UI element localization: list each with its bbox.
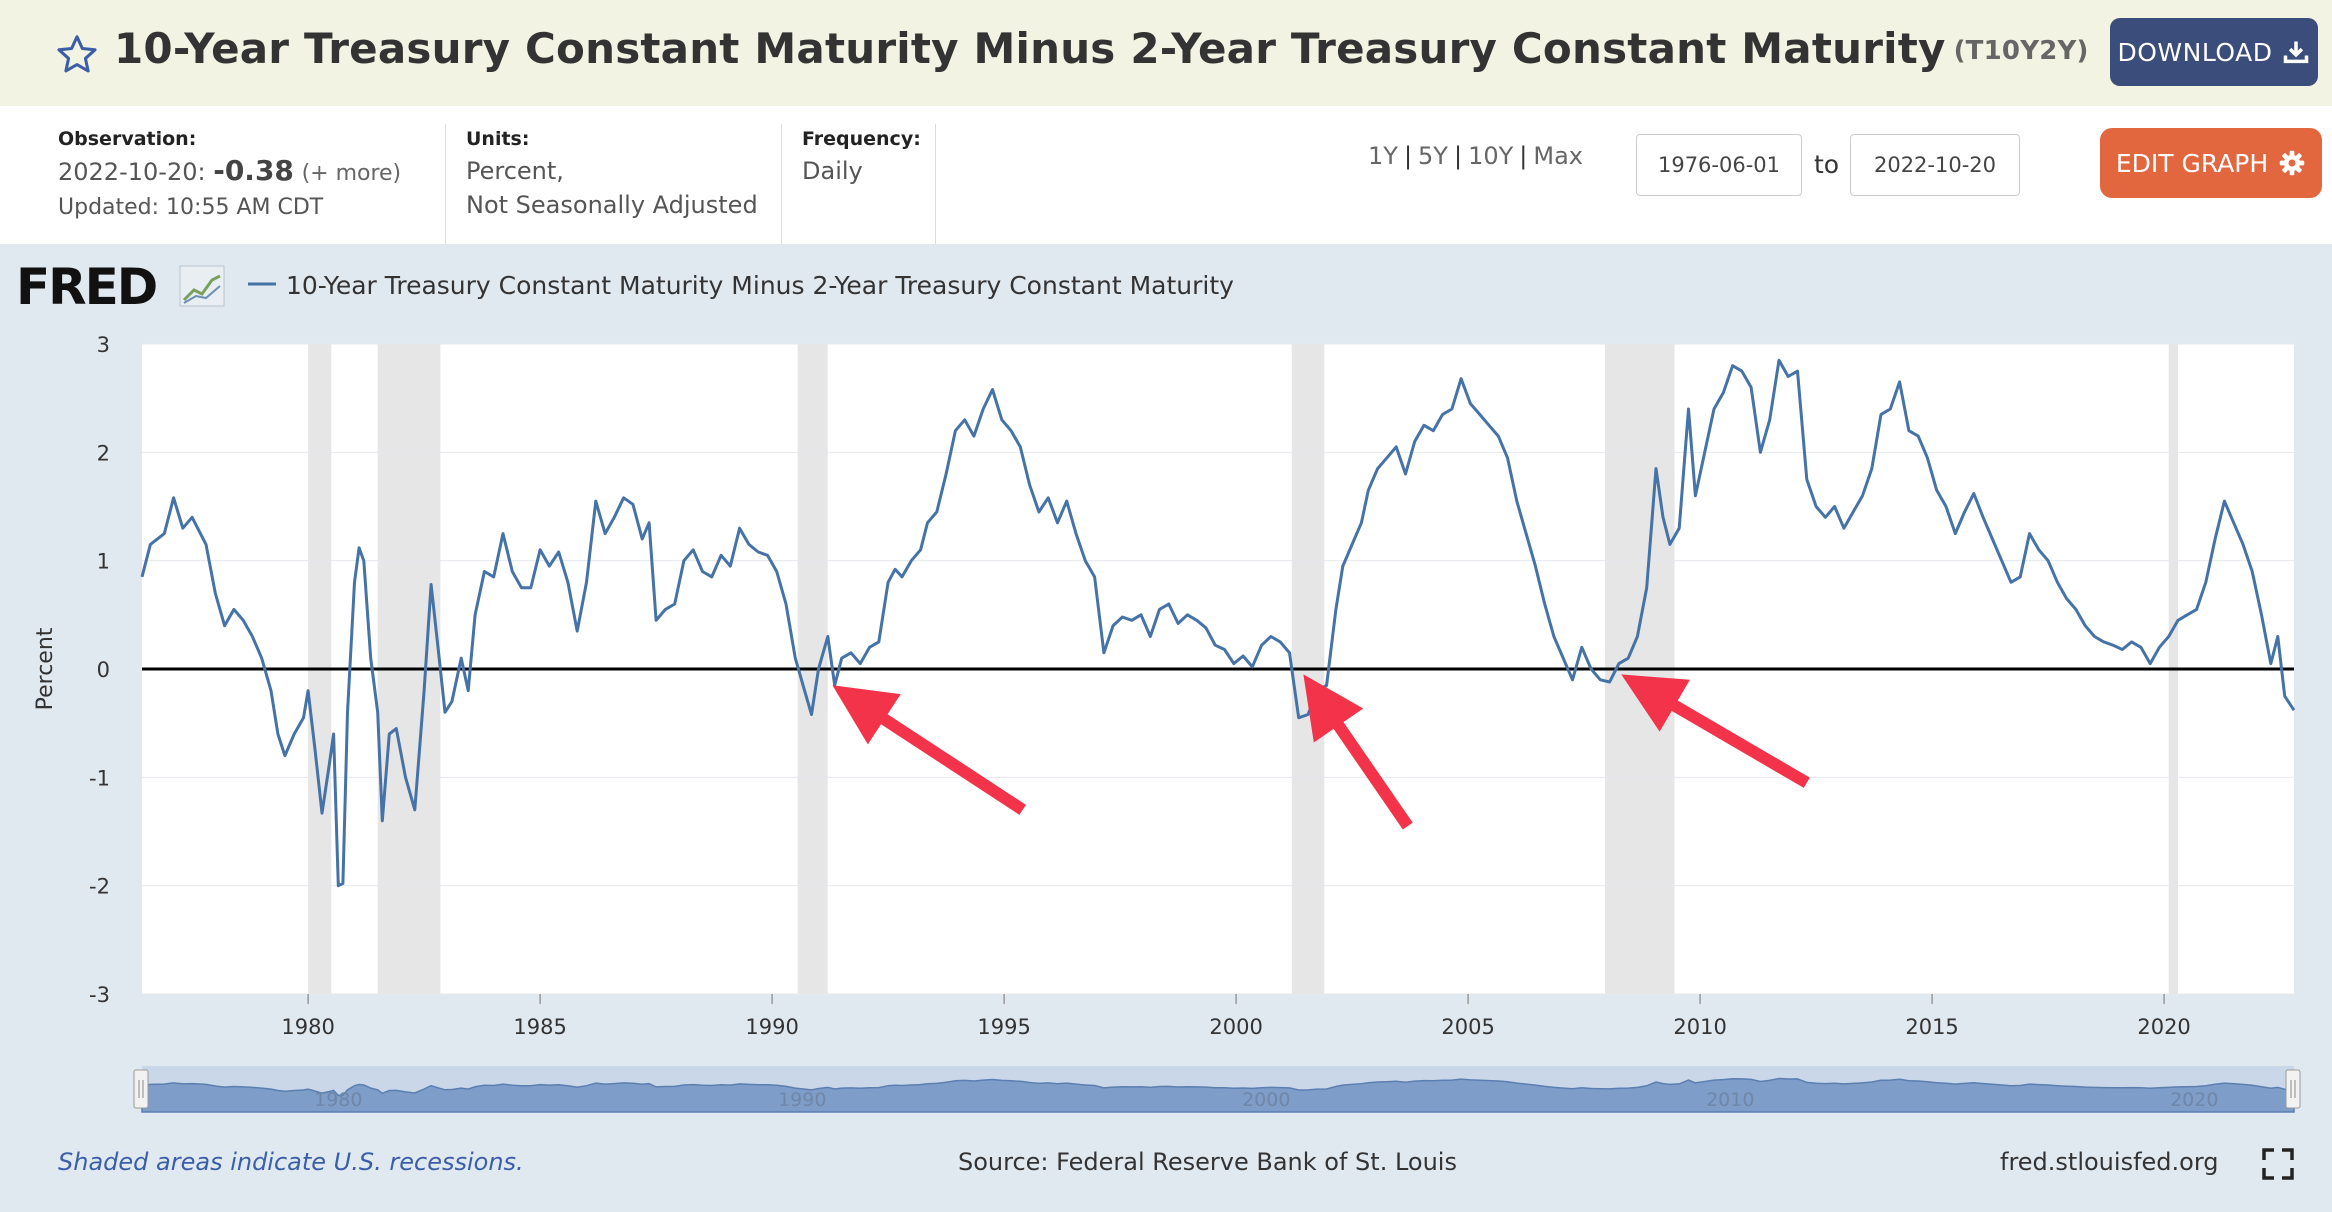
y-axis-label: Percent xyxy=(33,627,58,710)
units-line-2: Not Seasonally Adjusted xyxy=(466,191,758,219)
y-tick-label: 2 xyxy=(97,441,110,465)
observation-more-link[interactable]: (+ more) xyxy=(301,161,402,186)
navigator-area xyxy=(141,1077,2295,1113)
frequency-block: Frequency: Daily xyxy=(802,128,921,188)
observation-date: 2022-10-20: xyxy=(58,158,206,186)
recession-note: Shaded areas indicate U.S. recessions. xyxy=(58,1148,524,1176)
edit-graph-button[interactable]: EDIT GRAPH xyxy=(2100,128,2322,198)
x-tick-label: 2015 xyxy=(1905,1015,1958,1039)
x-tick-label: 2020 xyxy=(2137,1015,2190,1039)
x-tick-label: 2000 xyxy=(1209,1015,1262,1039)
to-label: to xyxy=(1814,150,1840,179)
download-button[interactable]: DOWNLOAD xyxy=(2110,18,2318,86)
fred-logo-chart-icon xyxy=(179,265,225,307)
navigator-right-handle[interactable] xyxy=(2285,1069,2301,1109)
divider xyxy=(935,124,936,244)
x-tick-label: 1990 xyxy=(745,1015,798,1039)
annotation-arrow xyxy=(1303,674,1413,830)
y-tick-label: -2 xyxy=(89,875,110,899)
observation-label: Observation: xyxy=(58,128,197,150)
navigator-left-handle[interactable] xyxy=(133,1069,149,1109)
frequency-label: Frequency: xyxy=(802,128,921,150)
chart-area: FRED 10-Year Treasury Constant Maturity … xyxy=(0,244,2332,1212)
x-tick-label: 2010 xyxy=(1673,1015,1726,1039)
edit-graph-label: EDIT GRAPH xyxy=(2115,148,2269,178)
series-header: 10-Year Treasury Constant Maturity Minus… xyxy=(0,0,2332,106)
y-tick-label: -3 xyxy=(89,983,110,1007)
page-title: 10-Year Treasury Constant Maturity Minus… xyxy=(114,24,2089,73)
end-date-input[interactable] xyxy=(1850,134,2020,196)
navigator-year-label: 2000 xyxy=(1242,1089,1290,1111)
units-label: Units: xyxy=(466,128,530,150)
x-tick-label: 1995 xyxy=(977,1015,1030,1039)
observation-value: -0.38 xyxy=(213,154,294,187)
x-tick-label: 1980 xyxy=(281,1015,334,1039)
annotation-arrow xyxy=(1621,674,1810,788)
download-icon xyxy=(2284,41,2309,64)
y-tick-label: 0 xyxy=(97,658,110,682)
observation-block: Observation: 2022-10-20: -0.38 (+ more) … xyxy=(58,128,401,225)
x-tick-label: 2005 xyxy=(1441,1015,1494,1039)
navigator-year-label: 2010 xyxy=(1706,1089,1754,1111)
navigator-year-label: 2020 xyxy=(2170,1089,2218,1111)
navigator-year-label: 1980 xyxy=(314,1089,362,1111)
gear-icon xyxy=(2279,150,2305,176)
legend-label: 10-Year Treasury Constant Maturity Minus… xyxy=(286,271,1234,300)
annotation-arrow xyxy=(832,685,1026,815)
site-link[interactable]: fred.stlouisfed.org xyxy=(2000,1148,2219,1176)
series-line xyxy=(140,358,2296,888)
download-label: DOWNLOAD xyxy=(2117,37,2273,67)
units-block: Units: Percent, Not Seasonally Adjusted xyxy=(466,128,758,222)
units-line-1: Percent, xyxy=(466,157,564,185)
range-max[interactable]: Max xyxy=(1533,142,1583,170)
navigator-year-label: 1990 xyxy=(778,1089,826,1111)
range-10y[interactable]: 10Y xyxy=(1468,142,1514,170)
y-tick-label: 1 xyxy=(97,550,110,574)
range-navigator[interactable]: 1980 1990 2000 2010 2020 xyxy=(133,1066,2301,1113)
fred-logo[interactable]: FRED xyxy=(16,258,225,316)
y-tick-label: 3 xyxy=(97,333,110,357)
divider xyxy=(445,124,446,244)
divider xyxy=(781,124,782,244)
star-outline-icon[interactable] xyxy=(54,32,100,78)
updated-time: Updated: 10:55 AM CDT xyxy=(58,195,324,220)
fred-logo-text: FRED xyxy=(16,258,156,316)
series-id: (T10Y2Y) xyxy=(1953,36,2089,66)
x-tick-label: 1985 xyxy=(513,1015,566,1039)
observation-line: 2022-10-20: -0.38 (+ more) xyxy=(58,154,401,191)
fullscreen-icon[interactable] xyxy=(2262,1148,2294,1180)
y-tick-label: -1 xyxy=(89,766,110,790)
range-5y[interactable]: 5Y xyxy=(1418,142,1448,170)
start-date-input[interactable] xyxy=(1636,134,1802,196)
line-chart: FRED 10-Year Treasury Constant Maturity … xyxy=(16,258,2301,1180)
source-text: Source: Federal Reserve Bank of St. Loui… xyxy=(958,1148,1457,1176)
date-range-presets: 1Y | 5Y | 10Y | Max xyxy=(1368,142,1583,170)
series-title: 10-Year Treasury Constant Maturity Minus… xyxy=(114,24,1946,73)
frequency-value: Daily xyxy=(802,157,863,185)
range-1y[interactable]: 1Y xyxy=(1368,142,1398,170)
